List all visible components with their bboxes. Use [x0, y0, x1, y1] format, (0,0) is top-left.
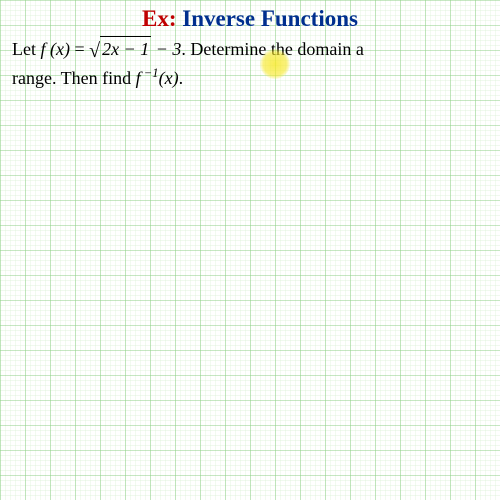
example-label: Ex:: [142, 6, 177, 31]
equals: =: [70, 39, 89, 59]
radicand: 2x − 1: [100, 36, 151, 61]
sqrt-expression: √2x − 1: [89, 36, 151, 65]
line2-suffix: .: [179, 68, 184, 88]
fx: f (x): [41, 39, 70, 59]
page: Ex: Inverse Functions Let f (x) = √2x − …: [0, 0, 500, 500]
header: Ex: Inverse Functions: [0, 6, 500, 32]
problem-text: Let f (x) = √2x − 1 − 3. Determine the d…: [12, 36, 492, 90]
finv-arg: (x): [159, 68, 179, 88]
text-let: Let: [12, 39, 41, 59]
after-sqrt: − 3: [151, 39, 181, 59]
radical-icon: √: [89, 38, 100, 65]
line2-prefix: range. Then find: [12, 68, 136, 88]
finv-exponent: −1: [141, 66, 159, 80]
page-title: Inverse Functions: [182, 6, 358, 31]
line1-suffix: . Determine the domain a: [181, 39, 363, 59]
